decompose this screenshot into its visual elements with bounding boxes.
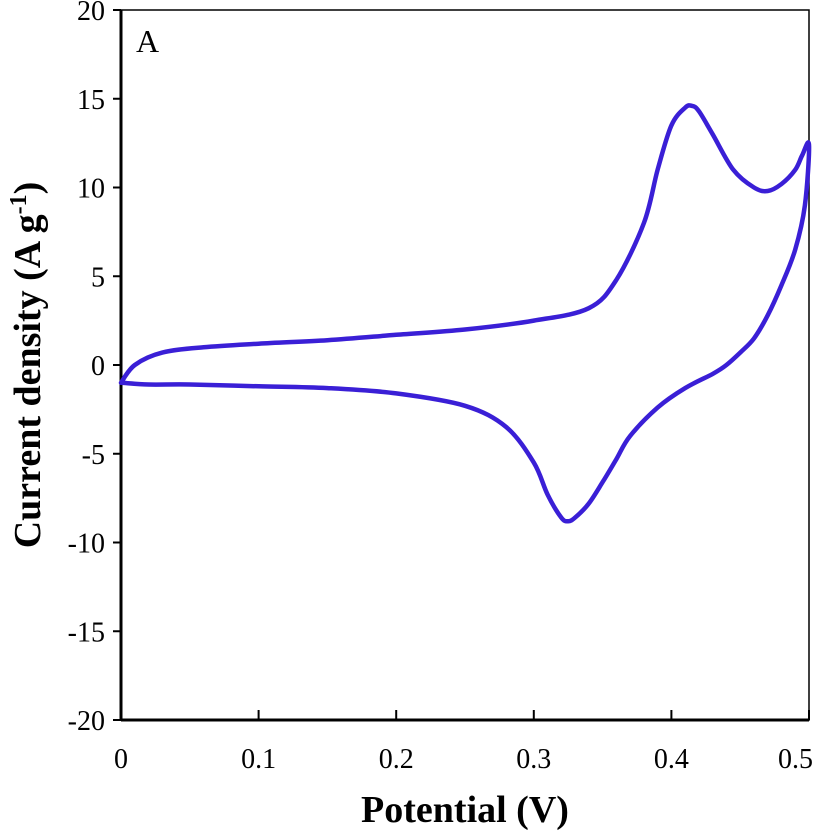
y-tick-label: -5 xyxy=(82,440,105,471)
x-tick-label: 0 xyxy=(114,744,128,775)
y-tick-label: 5 xyxy=(91,262,105,293)
x-axis-title: Potential (V) xyxy=(361,789,569,831)
x-tick-label: 0.5 xyxy=(778,744,813,775)
x-tick-label: 0.2 xyxy=(379,744,414,775)
series-line xyxy=(118,103,812,524)
panel-label: A xyxy=(136,23,159,59)
y-tick-label: -10 xyxy=(68,529,105,560)
y-axis-title-end: ) xyxy=(7,182,49,195)
y-tick-label: 20 xyxy=(77,0,105,27)
y-tick-label: 10 xyxy=(77,174,105,205)
x-tick-label: 0.1 xyxy=(241,744,276,775)
x-tick-label: 0.4 xyxy=(654,744,689,775)
x-tick-label: 0.3 xyxy=(516,744,551,775)
plot-frame xyxy=(120,9,810,721)
tick-labels: 0 0.1 0.2 0.3 0.4 0.5 -20 -15 -10 -5 0 5 10 15 20 xyxy=(68,0,813,775)
y-tick-label: 15 xyxy=(77,85,105,116)
y-tick-label: -20 xyxy=(68,706,105,737)
y-tick-label: -15 xyxy=(68,617,105,648)
y-axis-title: Current density (A g-1) xyxy=(6,182,49,549)
y-axis-title-superscript: -1 xyxy=(6,194,32,214)
y-tick-label: 0 xyxy=(91,351,105,382)
y-axis-title-main: Current density (A g xyxy=(7,214,49,548)
